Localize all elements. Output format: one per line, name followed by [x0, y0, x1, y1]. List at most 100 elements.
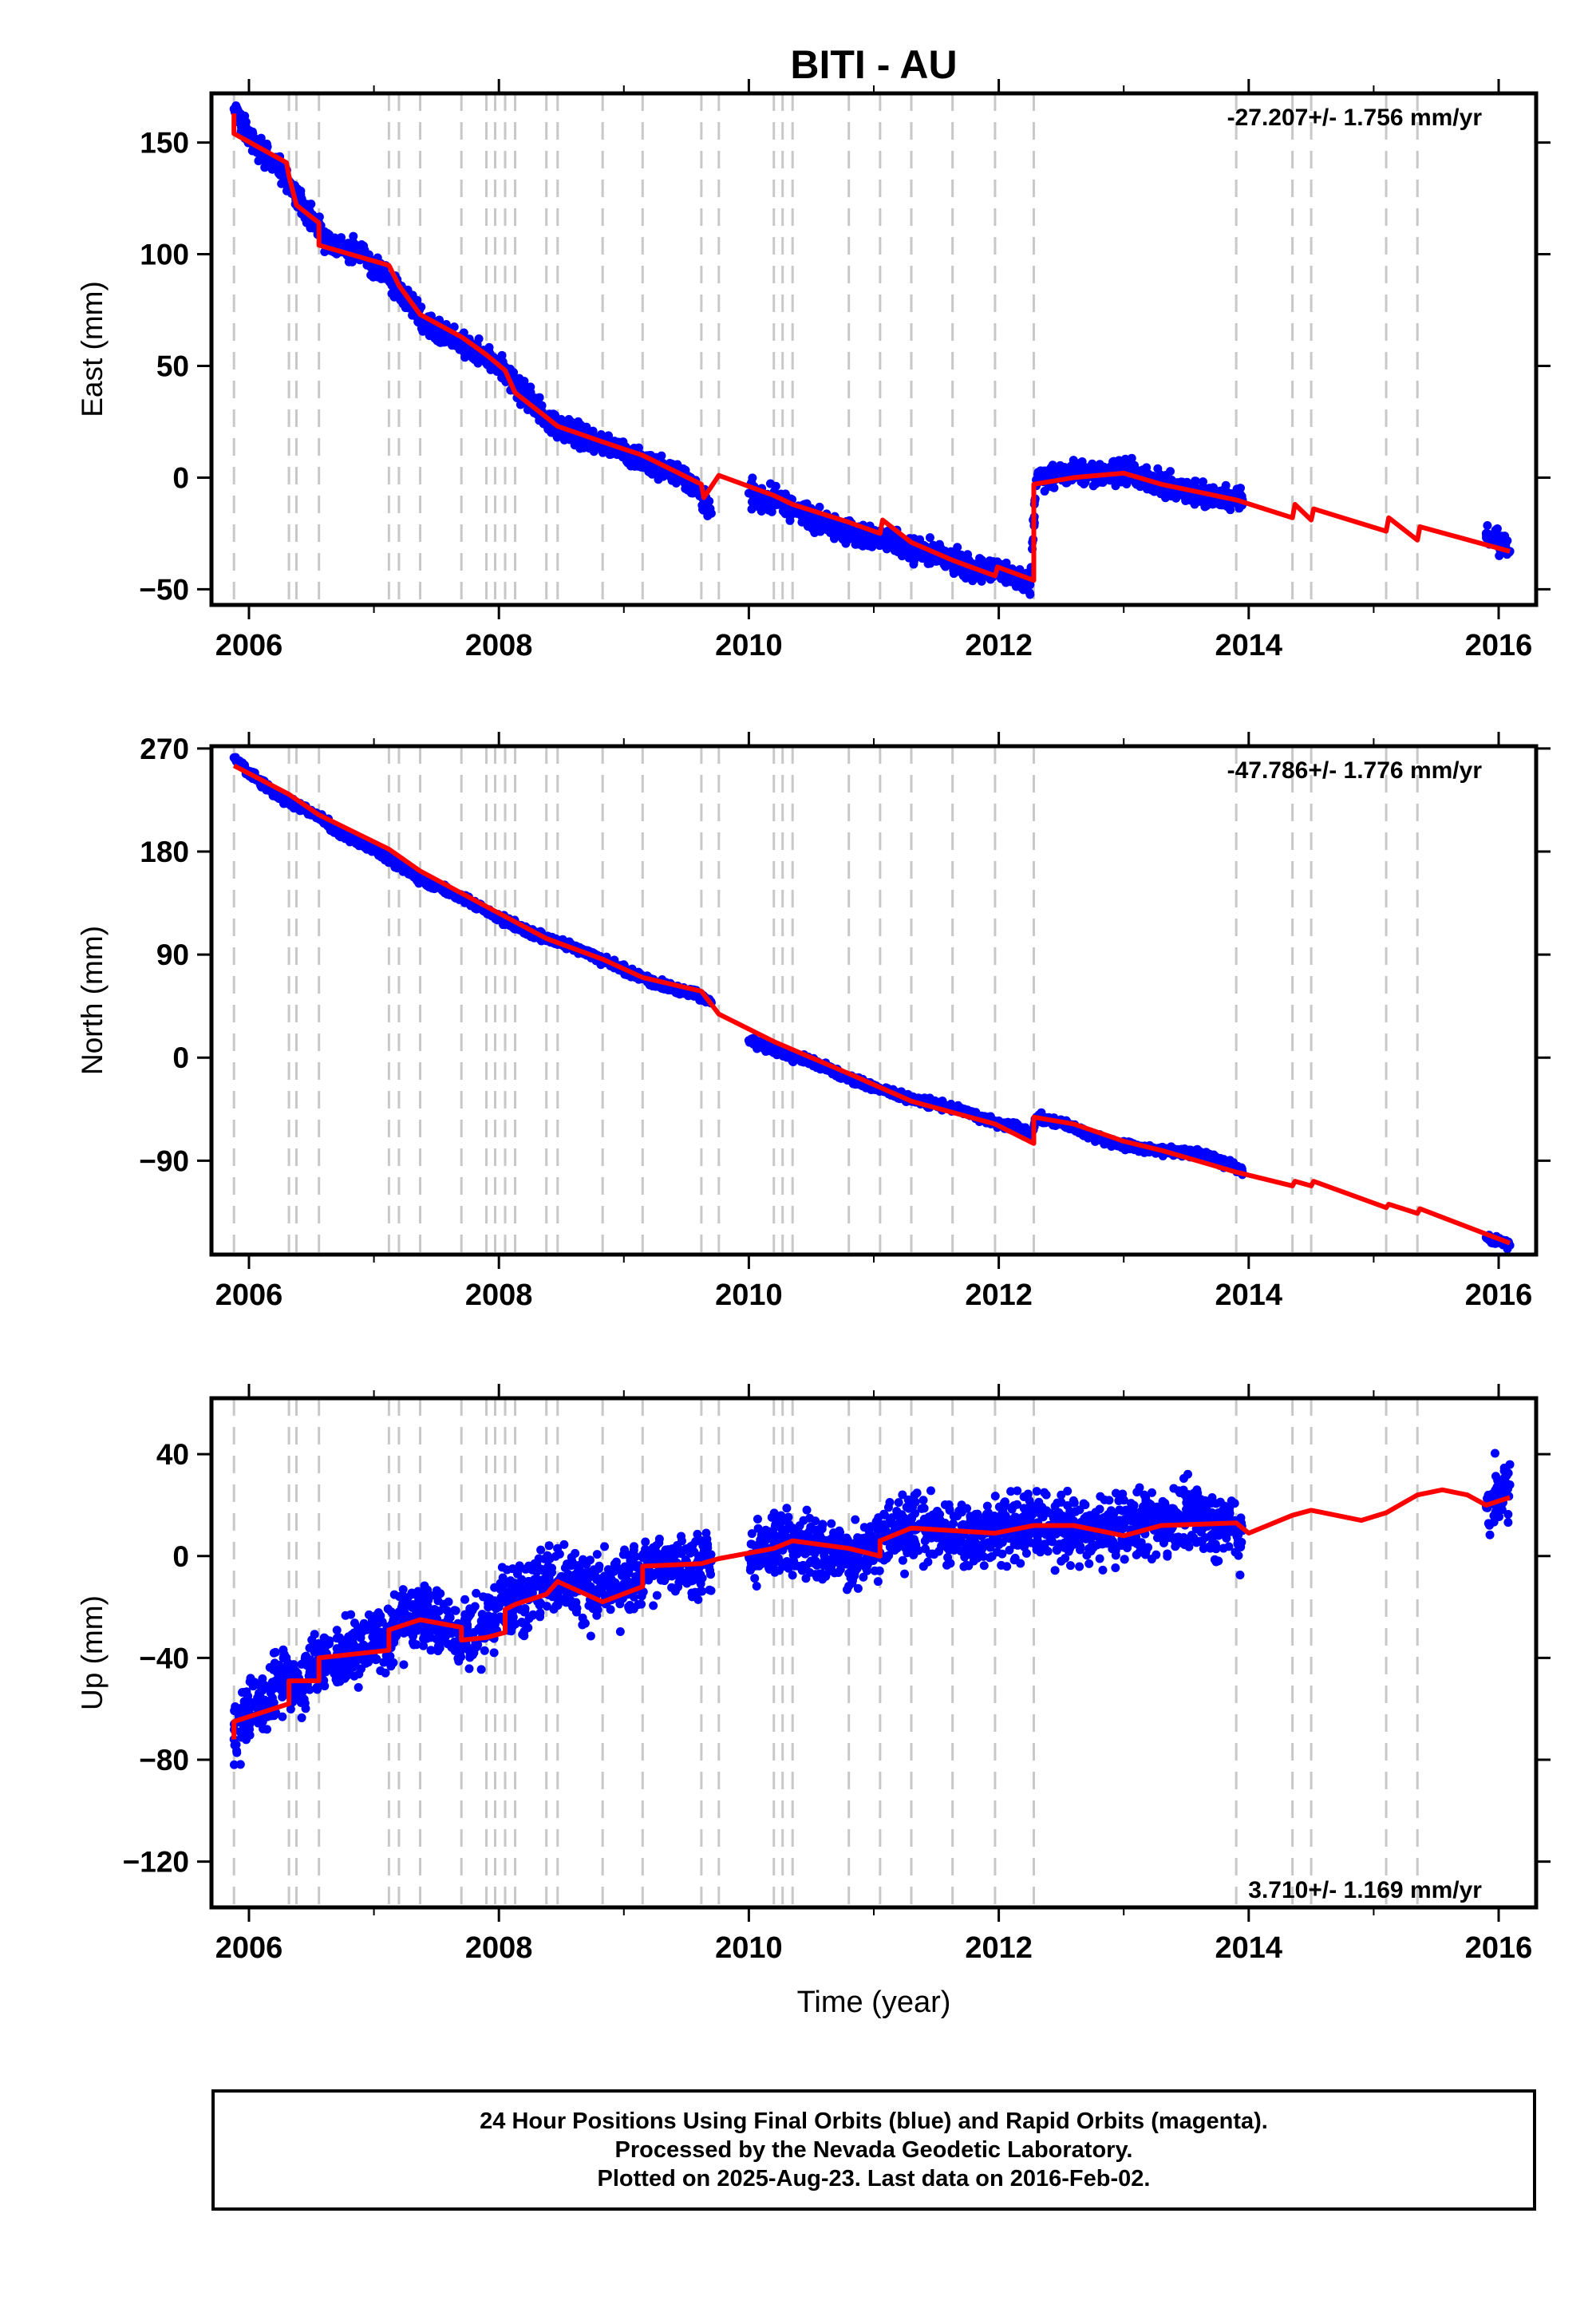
y-tick-label: −50 [139, 573, 189, 606]
data-point [634, 443, 644, 453]
data-point [348, 237, 358, 247]
east-observations [229, 101, 1515, 599]
data-point [949, 566, 958, 575]
east-rate-label: -27.207+/- 1.756 mm/yr [1227, 105, 1483, 131]
data-point [1235, 504, 1244, 513]
north-observations [229, 753, 1515, 1254]
data-point [1165, 467, 1175, 476]
data-point [1120, 454, 1130, 464]
data-point [1095, 460, 1104, 469]
data-point [797, 517, 807, 527]
data-point [1070, 460, 1080, 470]
data-point [589, 447, 598, 456]
data-point [897, 551, 907, 561]
data-point [858, 1081, 867, 1091]
data-point [1010, 1123, 1020, 1132]
data-point [757, 507, 766, 516]
data-point [282, 186, 291, 196]
y-tick-label: 0 [172, 461, 189, 494]
x-tick-label: 2016 [1465, 629, 1533, 662]
data-point [933, 555, 942, 565]
data-point [749, 490, 758, 500]
data-point [626, 461, 635, 471]
panel-east: 2006 2008 2010 2012 2014 2016−50050100150East… [76, 79, 1551, 662]
data-point [550, 429, 559, 438]
data-point [1047, 482, 1057, 492]
data-point [851, 539, 860, 549]
data-point [1046, 468, 1056, 477]
data-point [838, 532, 847, 541]
x-tick-label: 2006 [215, 629, 283, 662]
data-point [296, 190, 306, 200]
x-tick-label: 2012 [965, 629, 1033, 662]
data-point [757, 498, 766, 508]
data-point [771, 481, 780, 491]
data-point [760, 1041, 769, 1051]
data-point [231, 754, 240, 764]
data-point [657, 451, 666, 460]
east-model-line [231, 113, 1511, 583]
data-point [1209, 483, 1219, 492]
data-point [1107, 1141, 1116, 1151]
data-point [384, 858, 393, 868]
data-point [810, 515, 820, 524]
data-point [815, 502, 824, 512]
data-point [435, 883, 444, 892]
data-point [444, 890, 454, 899]
data-point [408, 310, 417, 320]
data-point [519, 377, 529, 386]
data-point [810, 523, 820, 532]
data-point [1186, 496, 1195, 505]
data-point [1072, 468, 1081, 477]
data-point [582, 422, 591, 432]
data-point [1127, 453, 1136, 463]
data-point [421, 877, 430, 887]
data-point [946, 547, 956, 556]
data-point [526, 388, 535, 397]
data-point [848, 1077, 858, 1087]
data-point [1033, 469, 1043, 479]
east-y-axis-label: East (mm) [76, 281, 109, 417]
data-point [256, 133, 266, 143]
data-point [706, 508, 716, 518]
data-point [1159, 472, 1169, 481]
data-point [334, 830, 344, 840]
data-point [925, 533, 934, 543]
data-point [1025, 580, 1035, 590]
data-point [448, 341, 457, 350]
data-point [923, 559, 933, 568]
data-point [346, 834, 355, 844]
data-point [397, 860, 406, 870]
data-point [612, 450, 622, 460]
data-point [859, 538, 869, 547]
data-point [1483, 521, 1492, 531]
data-point [241, 117, 251, 127]
data-point [662, 984, 672, 994]
data-point [1088, 481, 1098, 491]
data-point [749, 1039, 758, 1049]
data-point [295, 806, 305, 816]
data-point [1011, 578, 1021, 587]
data-point [698, 505, 708, 515]
data-point [244, 128, 254, 138]
data-point [1122, 480, 1132, 489]
data-point [844, 528, 854, 537]
x-tick-label: 2008 [465, 629, 533, 662]
data-point [961, 573, 970, 583]
data-point [499, 918, 508, 927]
data-point [535, 416, 544, 425]
data-point [823, 525, 832, 535]
data-point [963, 550, 973, 559]
data-point [433, 336, 442, 346]
x-tick-label: 2010 [715, 629, 783, 662]
data-point [1209, 497, 1219, 507]
data-point [1025, 590, 1035, 599]
y-tick-label: 150 [140, 127, 189, 160]
data-point [1096, 1134, 1105, 1144]
data-point [975, 555, 985, 564]
data-point [911, 549, 920, 559]
data-point [483, 909, 492, 919]
data-point [1057, 467, 1067, 476]
data-point [871, 536, 880, 546]
